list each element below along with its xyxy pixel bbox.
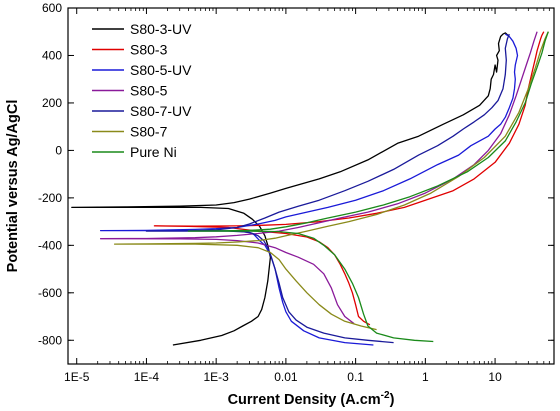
legend-label-pure-ni: Pure Ni (130, 144, 177, 160)
y-tick-label: 400 (42, 48, 62, 62)
x-tick-label: 1E-4 (134, 370, 160, 384)
y-tick-label: -200 (38, 191, 62, 205)
plot-frame (67, 7, 555, 365)
x-tick-label: 10 (488, 370, 502, 384)
y-tick-label: 0 (55, 143, 62, 157)
x-tick-label: 1E-5 (64, 370, 90, 384)
x-tick-label: 0.1 (347, 370, 364, 384)
x-axis-ticks: 1E-5 1E-4 1E-3 0.01 0.1 1 10 (64, 8, 555, 384)
legend-label-s80-3-uv: S80-3-UV (130, 21, 192, 37)
legend-label-s80-3: S80-3 (130, 42, 168, 58)
legend-label-s80-7: S80-7 (130, 124, 168, 140)
series-lines (71, 31, 549, 346)
series-line-pure-ni (187, 31, 549, 343)
legend: S80-3-UV S80-3 S80-5-UV S80-5 S80-7-UV S80-7 P… (92, 21, 192, 160)
legend-label-s80-7-uv: S80-7-UV (130, 103, 192, 119)
series-line-s80-5 (99, 31, 538, 325)
legend-label-s80-5: S80-5 (130, 83, 168, 99)
y-tick-label: 600 (42, 1, 62, 15)
series-line-s80-3 (153, 31, 545, 326)
series-line-s80-3-uv (71, 32, 510, 346)
series-line-s80-7 (113, 31, 549, 331)
x-tick-label: 1 (422, 370, 429, 384)
y-tick-label: -800 (38, 333, 62, 347)
series-line-s80-7-uv (145, 33, 510, 344)
x-axis-title: Current Density (A.cm-2) (228, 390, 395, 408)
y-tick-label: 200 (42, 96, 62, 110)
y-tick-label: -400 (38, 238, 62, 252)
y-axis-ticks: 600 400 200 0 -200 -400 -600 -800 (38, 1, 554, 347)
x-tick-label: 0.01 (274, 370, 298, 384)
legend-label-s80-5-uv: S80-5-UV (130, 62, 192, 78)
y-axis-title: Potential versus Ag/AgCl (5, 100, 21, 273)
x-tick-label: 1E-3 (203, 370, 229, 384)
y-tick-label: -600 (38, 286, 62, 300)
